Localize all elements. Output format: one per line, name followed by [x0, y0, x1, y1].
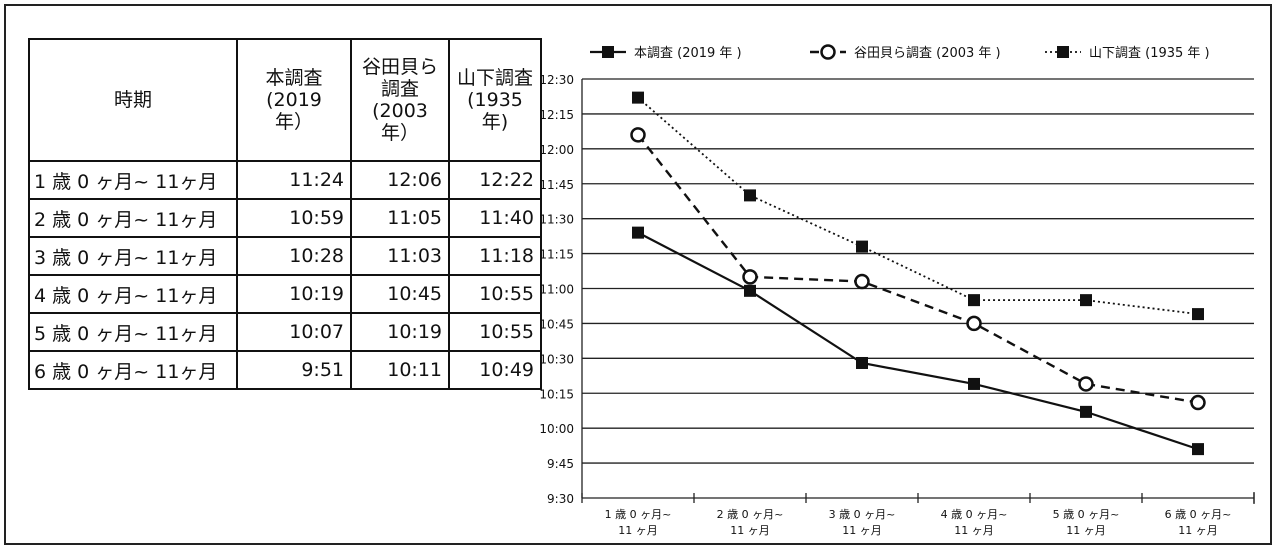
y-tick-label: 10:00	[539, 422, 574, 436]
header-2019: 本調査 (2019 年）	[236, 38, 352, 162]
cell-period: 2 歳 0 ヶ月~ 11ヶ月	[28, 198, 238, 238]
cell-period: 3 歳 0 ヶ月~ 11ヶ月	[28, 236, 238, 276]
table-header-row: 時期 本調査 (2019 年） 谷田貝ら 調査 (2003 年） 山下調査 (1…	[28, 38, 542, 162]
cell-2003: 10:19	[350, 312, 450, 352]
x-tick-label: 1 歳 0 ヶ月~	[605, 508, 672, 521]
y-tick-label: 12:15	[539, 108, 574, 122]
cell-2003: 10:45	[350, 274, 450, 314]
series-line-2	[637, 96, 1199, 315]
data-point	[744, 284, 756, 297]
line-chart: 9:30 9:45 10:00 10:15 10:30 10:45 11:00 11:15 11…	[539, 44, 1255, 537]
legend-marker	[602, 46, 614, 58]
data-point	[1190, 394, 1206, 411]
table-row: 3 歳 0 ヶ月~ 11ヶ月 10:28 11:03 11:18	[28, 236, 542, 276]
data-point	[968, 294, 980, 307]
cell-1935: 10:49	[448, 350, 542, 390]
cell-2019: 10:28	[236, 236, 352, 276]
table-row: 6 歳 0 ヶ月~ 11ヶ月 9:51 10:11 10:49	[28, 350, 542, 390]
data-point	[1080, 405, 1092, 418]
data-point	[1192, 308, 1204, 321]
legend-label: 谷田貝ら調査 (2003 年 )	[854, 46, 1001, 61]
y-tick-label: 11:45	[539, 178, 574, 192]
table-row: 4 歳 0 ヶ月~ 11ヶ月 10:19 10:45 10:55	[28, 274, 542, 314]
cell-1935: 11:40	[448, 198, 542, 238]
x-tick-label: 5 歳 0 ヶ月~	[1053, 508, 1120, 521]
cell-2019: 9:51	[236, 350, 352, 390]
data-point	[856, 240, 868, 253]
x-tick-label: 11 ヶ月	[730, 524, 770, 537]
cell-1935: 12:22	[448, 160, 542, 200]
y-tick-label: 10:30	[539, 352, 574, 366]
cell-2019: 10:07	[236, 312, 352, 352]
header-2003: 谷田貝ら 調査 (2003 年）	[350, 38, 450, 162]
data-point	[742, 269, 758, 285]
legend-marker	[1057, 46, 1069, 58]
data-point	[856, 356, 868, 369]
x-tick-label: 2 歳 0 ヶ月~	[717, 508, 784, 521]
cell-period: 4 歳 0 ヶ月~ 11ヶ月	[28, 274, 238, 314]
y-tick-label: 9:30	[547, 492, 574, 506]
series-line-1	[637, 134, 1199, 404]
cell-1935: 10:55	[448, 312, 542, 352]
y-tick-label: 10:15	[539, 387, 574, 401]
header-1935: 山下調査 (1935 年)	[448, 38, 542, 162]
cell-period: 1 歳 0 ヶ月~ 11ヶ月	[28, 160, 238, 200]
cell-2003: 10:11	[350, 350, 450, 390]
x-tick-label: 11 ヶ月	[618, 524, 658, 537]
legend-label: 本調査 (2019 年 )	[634, 46, 742, 61]
y-tick-label: 10:45	[539, 317, 574, 331]
y-tick-label: 9:45	[547, 457, 574, 471]
data-point	[744, 189, 756, 202]
y-tick-label: 12:00	[539, 143, 574, 157]
series-line-0	[637, 231, 1199, 451]
x-tick-label: 11 ヶ月	[954, 524, 994, 537]
x-tick-label: 11 ヶ月	[1066, 524, 1106, 537]
cell-2019: 10:19	[236, 274, 352, 314]
y-tick-label: 11:00	[539, 283, 574, 297]
data-point	[1078, 376, 1094, 392]
legend-label: 山下調査 (1935 年 )	[1089, 46, 1210, 61]
cell-period: 5 歳 0 ヶ月~ 11ヶ月	[28, 312, 238, 352]
table-row: 2 歳 0 ヶ月~ 11ヶ月 10:59 11:05 11:40	[28, 198, 542, 238]
cell-2019: 10:59	[236, 198, 352, 238]
cell-period: 6 歳 0 ヶ月~ 11ヶ月	[28, 350, 238, 390]
cell-2003: 12:06	[350, 160, 450, 200]
data-point	[1080, 294, 1092, 307]
x-tick-label: 6 歳 0 ヶ月~	[1165, 508, 1232, 521]
cell-2003: 11:05	[350, 198, 450, 238]
y-tick-label: 12:30	[539, 73, 574, 87]
table-row: 1 歳 0 ヶ月~ 11ヶ月 11:24 12:06 12:22	[28, 160, 542, 200]
x-tick-label: 3 歳 0 ヶ月~	[829, 508, 896, 521]
cell-2003: 11:03	[350, 236, 450, 276]
x-tick-label: 11 ヶ月	[1178, 524, 1218, 537]
cell-1935: 10:55	[448, 274, 542, 314]
data-point	[968, 377, 980, 390]
header-period: 時期	[28, 38, 238, 162]
legend-marker	[820, 44, 836, 60]
y-tick-label: 11:30	[539, 213, 574, 227]
x-tick-label: 4 歳 0 ヶ月~	[941, 508, 1008, 521]
cell-2019: 11:24	[236, 160, 352, 200]
data-point	[1192, 443, 1204, 456]
data-point	[630, 127, 646, 143]
x-tick-label: 11 ヶ月	[842, 524, 882, 537]
data-point	[632, 226, 644, 239]
data-table: 時期 本調査 (2019 年） 谷田貝ら 調査 (2003 年） 山下調査 (1…	[28, 38, 542, 390]
data-point	[966, 315, 982, 332]
cell-1935: 11:18	[448, 236, 542, 276]
data-point	[632, 91, 644, 104]
table-row: 5 歳 0 ヶ月~ 11ヶ月 10:07 10:19 10:55	[28, 312, 542, 352]
y-tick-label: 11:15	[539, 248, 574, 262]
figure-frame	[4, 4, 1272, 545]
data-point	[854, 273, 870, 290]
